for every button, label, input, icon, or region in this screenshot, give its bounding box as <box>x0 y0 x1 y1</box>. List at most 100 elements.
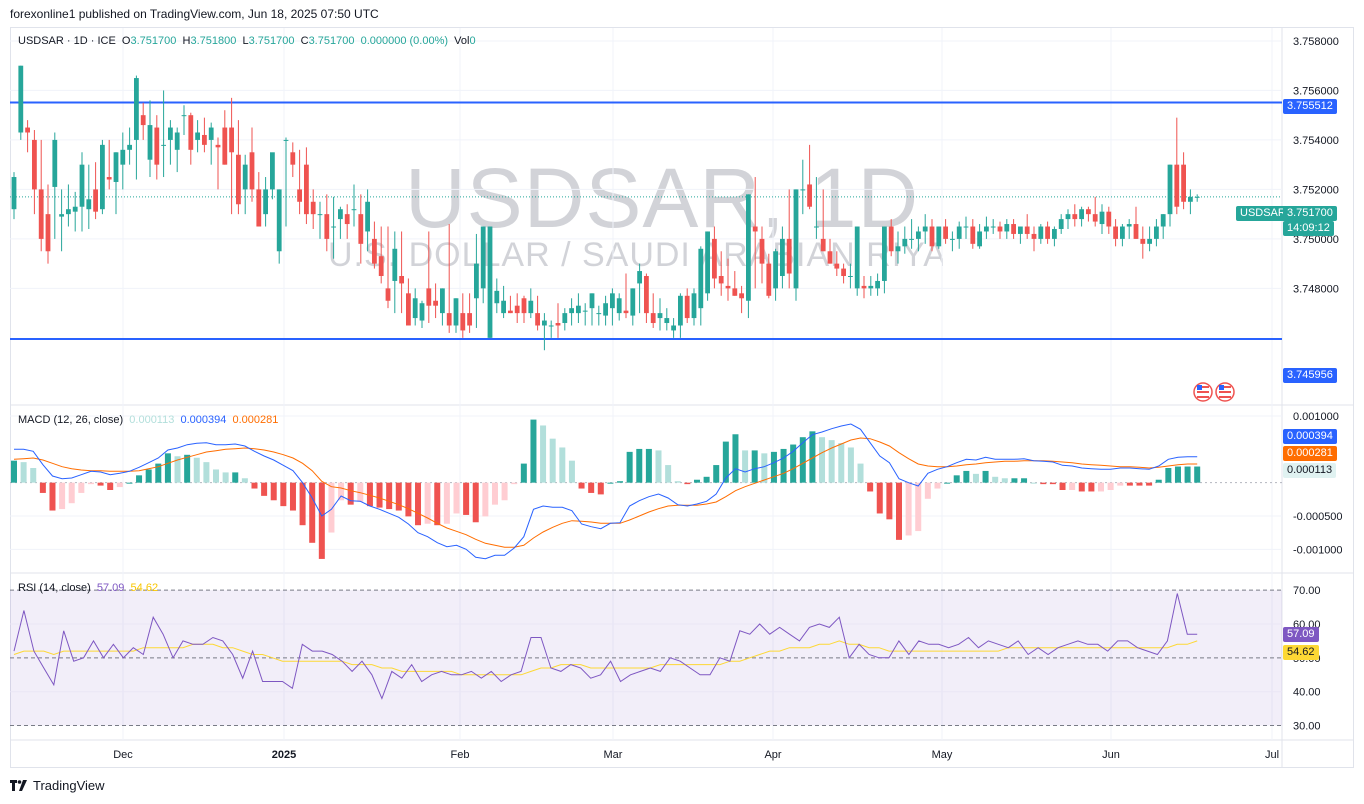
macd-histogram-bar <box>684 482 691 485</box>
candle-body <box>1092 214 1098 222</box>
rsi-ma-value: 54.62 <box>130 582 159 594</box>
candle-body <box>426 288 432 306</box>
candle-body <box>120 149 126 165</box>
macd-histogram-bar <box>491 482 498 505</box>
macd-histogram-bar <box>578 482 585 489</box>
macd-histogram-bar <box>1078 482 1085 492</box>
candle-body <box>154 127 160 165</box>
time-tick-label: Jul <box>1265 749 1279 761</box>
candle-body <box>344 214 350 225</box>
rsi-line <box>13 593 1198 700</box>
candle-body <box>18 65 24 133</box>
candle-body <box>997 226 1003 232</box>
candle-body <box>93 189 98 212</box>
candle-body <box>1126 224 1132 227</box>
candle-body <box>922 226 928 232</box>
flag-stripe <box>1219 396 1231 398</box>
rsi-tick-label: 70.00 <box>1293 585 1321 597</box>
candle-body <box>827 251 833 264</box>
macd-histogram-bar <box>78 482 85 493</box>
candle-body <box>181 115 187 117</box>
candle-body <box>494 290 500 304</box>
flag-canton <box>1197 385 1202 390</box>
macd-histogram-bar <box>972 473 979 483</box>
macd-tick-label: -0.000500 <box>1293 511 1343 523</box>
candle-body <box>766 263 772 296</box>
macd-tick-label: 0.001000 <box>1293 411 1339 423</box>
candle-body <box>630 288 636 316</box>
candle-body <box>72 206 78 212</box>
candle-body <box>725 285 731 289</box>
candle-body <box>650 313 656 324</box>
candle-body <box>929 226 935 247</box>
macd-histogram-bar <box>299 482 306 526</box>
price-tick-label: 3.748000 <box>1293 283 1339 295</box>
candle-body <box>1154 226 1159 239</box>
candle-body <box>786 238 792 274</box>
macd-histogram-bar <box>213 469 220 483</box>
macd-histogram-bar <box>11 460 17 483</box>
macd-histogram-bar <box>443 482 450 524</box>
macd-histogram-bar <box>838 443 845 483</box>
candle-body <box>25 127 30 133</box>
candle-body <box>990 226 996 228</box>
macd-histogram-bar <box>59 482 66 510</box>
tradingview-brand[interactable]: TradingView <box>10 778 105 793</box>
low-value: 3.751700 <box>248 35 295 47</box>
candle-body <box>521 298 527 314</box>
candle-body <box>1011 224 1016 234</box>
price-tick-label: 3.752000 <box>1293 184 1339 196</box>
last-symbol-tag: USDSAR <box>1236 206 1290 221</box>
candle-body <box>644 276 649 314</box>
macd-histogram-bar <box>819 437 826 483</box>
open-value: 3.751700 <box>130 35 177 47</box>
candle-body <box>222 127 228 165</box>
candle-body <box>1133 224 1139 239</box>
candle-body <box>127 144 132 150</box>
candle-body <box>140 115 146 126</box>
candle-body <box>331 226 336 228</box>
candle-body <box>270 152 275 190</box>
resistance-price-tag: 3.755512 <box>1283 99 1337 114</box>
candle-body <box>446 313 452 326</box>
flag-stripe <box>1197 391 1209 393</box>
candle-body <box>916 231 921 239</box>
candle-body <box>242 164 248 190</box>
candle-body <box>501 300 506 314</box>
candle-body <box>1113 226 1118 239</box>
candle-body <box>698 248 704 309</box>
candle-body <box>45 214 51 252</box>
macd-histogram-bar <box>645 448 652 483</box>
candle-body <box>1099 211 1105 225</box>
macd-histogram-bar <box>511 482 518 485</box>
macd-histogram-bar <box>876 482 883 514</box>
candle-body <box>86 199 92 210</box>
candle-body <box>106 177 112 180</box>
macd-histogram-bar <box>280 482 287 507</box>
candle-body <box>1106 211 1112 227</box>
candle-body <box>1072 214 1078 220</box>
candle-body <box>1174 164 1180 207</box>
candle-body <box>1065 214 1071 220</box>
candle-body <box>508 310 513 314</box>
macd-histogram-bar <box>20 462 27 483</box>
candle-body <box>759 238 765 264</box>
macd-histogram-bar <box>193 457 200 483</box>
candle-body <box>895 246 901 252</box>
flag-stripe <box>1219 386 1231 388</box>
tradingview-logo-icon <box>10 780 27 791</box>
candle-body <box>276 189 282 252</box>
candle-body <box>528 300 534 314</box>
macd-histogram-bar <box>434 482 441 526</box>
macd-histogram-bar <box>982 470 989 483</box>
candle-body <box>480 226 486 289</box>
candle-body <box>195 132 200 140</box>
candle-body <box>943 226 948 239</box>
candle-body <box>1079 209 1084 220</box>
macd-histogram-bar <box>751 450 758 483</box>
macd-legend: MACD (12, 26, close) 0.000113 0.000394 0… <box>18 414 278 426</box>
macd-histogram-bar <box>1184 466 1191 483</box>
candle-body <box>202 134 207 145</box>
candle-body <box>412 298 418 319</box>
